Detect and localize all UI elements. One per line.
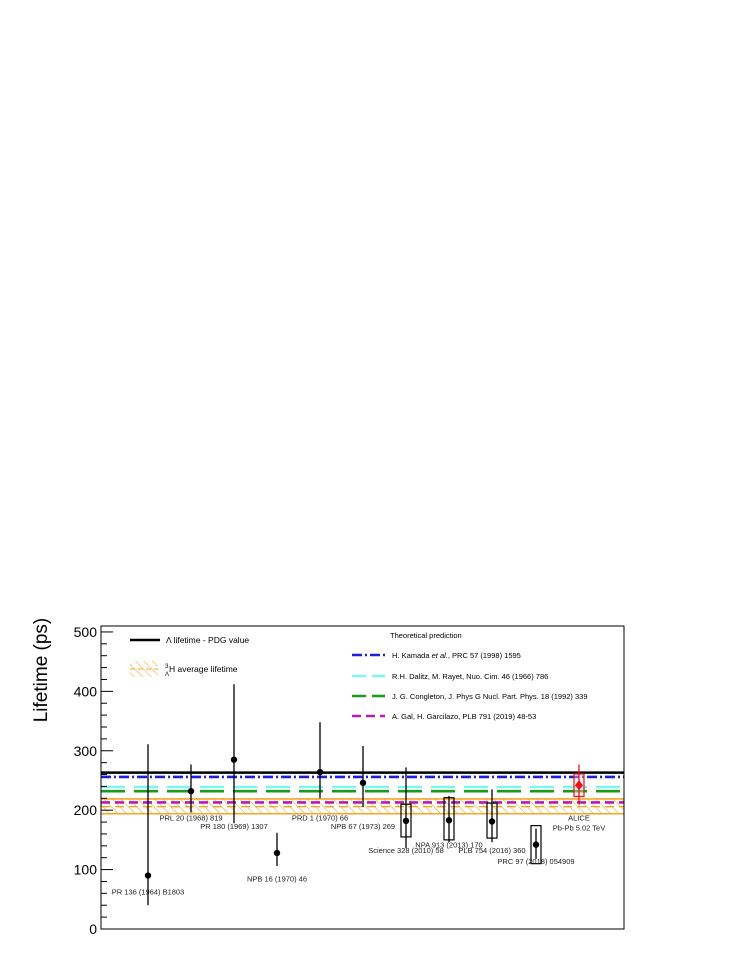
legend-theory-label-1: R.H. Dalitz, M. Rayet, Nuo. Cim. 46 (196… [392,672,548,681]
measurement-label: PLB 754 (2016) 360 [458,846,525,855]
measurement-label-line2: Pb-Pb 5.02 TeV [553,823,605,832]
legend-average-label: 3 ΛH average lifetime [165,664,238,678]
legend-theory-label-2: J. G. Congleton, J. Phys G Nucl. Part. P… [392,692,588,701]
plot-frame [100,625,625,930]
measurement-3: NPB 16 (1970) 46 [247,832,307,883]
measurement-1: PRL 20 (1968) 819 [159,764,223,822]
legend-average-swatch [130,661,158,677]
legend-theory-label-0: H. Kamada et al., PRC 57 (1998) 1595 [392,651,521,660]
measurement-label: Science 328 (2010) 58 [368,846,443,855]
data-point [402,817,410,825]
measurement-label: PRL 20 (1968) 819 [159,813,222,822]
measurement-7: NPA 913 (2013) 170 [415,795,483,850]
measurement-label: PRC 97 (2018) 054909 [497,857,574,866]
measurement-label: PR 180 (1969) 1307 [200,822,268,831]
measurement-label: NPB 16 (1970) 46 [247,874,307,883]
legend-title: Theoretical prediction [390,631,462,640]
syst-box [530,825,542,865]
y-axis-label: Lifetime (ps) [31,618,52,723]
measurement-label: ALICE [568,813,590,822]
measurement-label: PRD 1 (1970) 66 [292,813,348,822]
y-tick-label: 100 [74,862,98,878]
y-tick-label: 400 [74,683,98,699]
legend-theory-label-3: A. Gal, H. Garcilazo, PLB 791 (2019) 48-… [392,712,536,721]
measurement-5: NPB 67 (1973) 269 [331,746,395,831]
measurement-6: Science 328 (2010) 58 [368,767,444,855]
measurement-label: PR 136 (1964) B1803 [112,888,185,897]
data-point [144,872,152,879]
measurement-8: PLB 754 (2016) 360 [458,789,526,855]
measurement-9: PRC 97 (2018) 054909 [497,825,575,866]
data-point [532,841,540,848]
y-tick-label: 200 [74,802,98,818]
measurement-2: PR 180 (1969) 1307 [200,684,268,831]
data-point [273,849,281,857]
measurement-0: PR 136 (1964) B1803 [112,744,185,906]
data-point [187,787,195,795]
measurement-4: PRD 1 (1970) 66 [292,722,348,822]
legend-layer: Λ lifetime - PDG value 3 ΛH average lifeti… [130,631,588,721]
axes-layer: 0 100 200 300 400 500 [74,624,625,937]
y-tick-label: 0 [89,921,97,937]
legend-pdg-label: Λ lifetime - PDG value [166,635,249,645]
data-point [575,780,583,791]
data-point [488,818,496,825]
data-point [359,779,367,787]
measurement-label: NPB 67 (1973) 269 [331,822,395,831]
measurement-label: NPA 913 (2013) 170 [415,841,482,850]
y-tick-label: 300 [74,743,98,759]
data-point [445,817,453,824]
data-point [316,768,324,776]
data-point [230,756,238,763]
y-tick-label: 500 [74,624,98,640]
